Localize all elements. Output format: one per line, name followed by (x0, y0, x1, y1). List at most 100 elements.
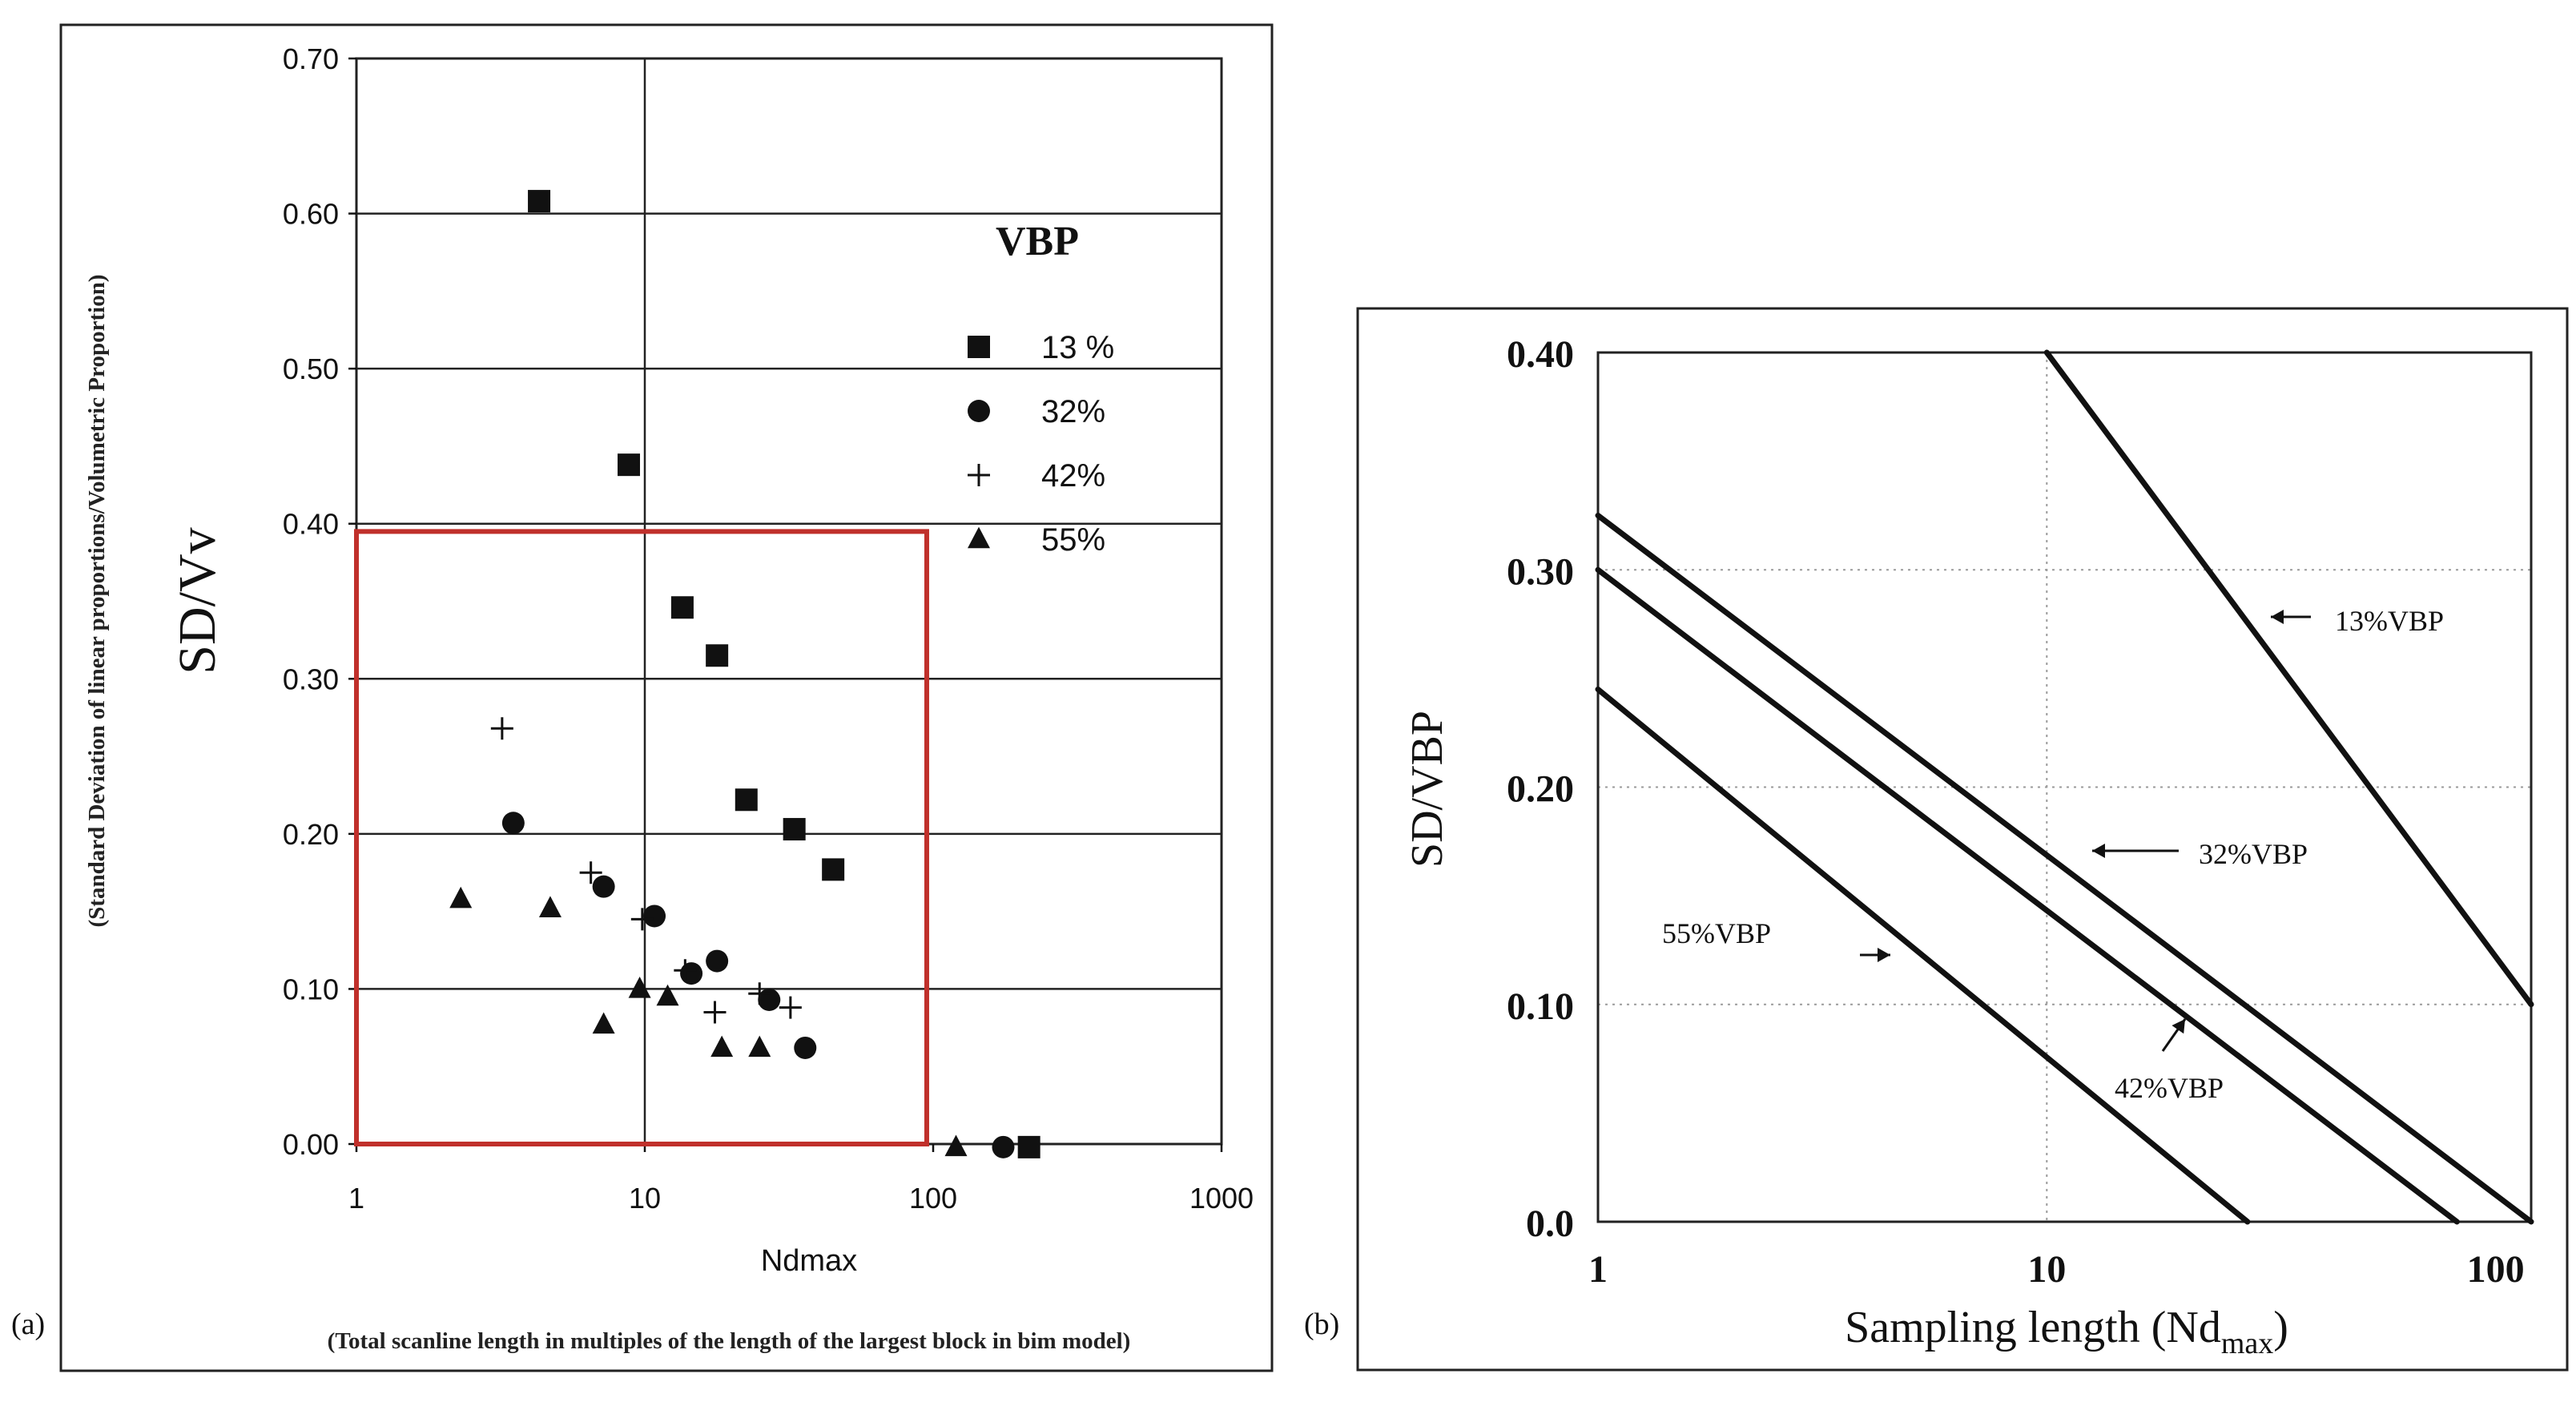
a-point-triangle (944, 1134, 968, 1157)
a-point-plus (779, 996, 802, 1019)
b-axes-box (1596, 351, 2533, 1223)
a-x-tick-label: 100 (909, 1182, 957, 1215)
b-annotation-arrow-head (2171, 1019, 2185, 1034)
a-point-plus (579, 861, 602, 884)
a-point-square (822, 858, 845, 881)
b-x-tick-label: 100 (2467, 1248, 2525, 1291)
a-x-tick-labels: 1 10 100 1000 (348, 1144, 1254, 1215)
a-point-plus (490, 717, 513, 740)
b-gridlines (1598, 353, 2531, 1222)
b-x-axis-title-sub: max (2221, 1327, 2273, 1360)
b-annotations: 13%VBP 32%VBP 42%VBP 55%VBP (1662, 605, 2444, 1104)
a-x-tick-label: 1 (348, 1182, 364, 1215)
a-y-tick-label: 0.10 (283, 973, 339, 1005)
a-y-tick-label: 0.20 (283, 818, 339, 851)
a-point-circle (501, 812, 525, 835)
a-legend-marker-plus (968, 464, 990, 486)
a-point-triangle (656, 984, 679, 1006)
a-point-square (528, 190, 551, 213)
b-y-axis-title: SD/VBP (1403, 711, 1452, 868)
a-x-axis-subtitle: (Total scanline length in multiples of t… (328, 1328, 1131, 1354)
panel-a-frame (59, 23, 1274, 1372)
a-plot-area: 0.000.100.200.300.400.500.600.70 1 10 100 1… (283, 42, 1254, 1215)
b-annotation-arrow-head (2271, 610, 2284, 624)
a-point-square (1017, 1135, 1040, 1158)
panel-a-label: (a) (11, 1307, 45, 1341)
a-legend-items: 13 % 32% 42% 55% (968, 330, 1114, 558)
a-y-tick-label: 0.50 (283, 353, 339, 385)
a-point-triangle (449, 886, 473, 908)
b-x-tick-label: 10 (2027, 1248, 2066, 1291)
a-point-triangle (628, 977, 651, 998)
b-series-line (1595, 512, 2534, 1225)
a-legend-title: VBP (996, 219, 1079, 264)
b-x-tick-label: 1 (1588, 1248, 1608, 1291)
a-point-circle (758, 988, 781, 1011)
a-point-square (783, 818, 806, 841)
a-legend-label: 13 % (1041, 330, 1114, 365)
a-legend-label: 42% (1041, 458, 1105, 494)
a-axes-box (355, 57, 1223, 1146)
a-point-triangle (538, 896, 561, 917)
b-series-line (2043, 349, 2534, 1008)
a-y-tick-label: 0.00 (283, 1128, 339, 1161)
b-label-32: 32%VBP (2199, 838, 2308, 870)
a-point-square (618, 453, 641, 477)
b-y-tick-labels: 0.0 0.10 0.20 0.30 0.40 (1507, 333, 1574, 1245)
b-series-line (1595, 566, 2460, 1225)
a-legend-label: 32% (1041, 394, 1105, 429)
a-point-circle (680, 962, 703, 985)
a-y-tick-label: 0.60 (283, 198, 339, 231)
a-point-circle (706, 949, 729, 973)
panel-b: (b) 0.0 0.10 0.20 0.30 0.40 1 10 100 13%VBP 32%… (1304, 307, 2569, 1372)
a-point-plus (674, 959, 697, 982)
b-y-tick-label: 0.20 (1507, 768, 1574, 811)
a-point-circle (643, 904, 666, 928)
b-y-tick-label: 0.40 (1507, 333, 1574, 376)
a-highlight-box (354, 529, 929, 1146)
panel-a: (a) 0.00 0.10 0.20 0.30 0.40 0.50 0.60 0.70 1 10… (11, 23, 1274, 1372)
a-point-circle (794, 1036, 817, 1059)
b-label-42: 42%VBP (2115, 1072, 2224, 1104)
b-x-axis-title-end: ) (2273, 1303, 2288, 1352)
a-point-circle (992, 1135, 1015, 1158)
a-x-tick-label: 10 (629, 1182, 661, 1215)
a-y-tick-label: 0.30 (283, 663, 339, 695)
b-x-axis-title-main: Sampling length (Nd (1845, 1303, 2221, 1352)
b-annotation-arrow-head (2092, 844, 2105, 858)
a-data-points (449, 190, 1040, 1158)
a-y-tick-labels: 0.00 0.10 0.20 0.30 0.40 0.50 0.60 0.70 (283, 42, 356, 1161)
a-point-triangle (748, 1035, 771, 1058)
panel-b-label: (b) (1304, 1307, 1339, 1341)
a-legend-label: 55% (1041, 522, 1105, 558)
a-legend-marker-triangle (968, 526, 990, 549)
b-plot-area: 0.0 0.10 0.20 0.30 0.40 1 10 100 13%VBP 32%VBP 4… (1507, 333, 2534, 1291)
a-point-plus (630, 908, 654, 931)
b-series-line (1595, 686, 2251, 1225)
b-y-tick-label: 0.0 (1526, 1203, 1574, 1245)
a-y-axis-subtitle: (Standard Deviation of linear proportion… (84, 275, 110, 928)
a-point-triangle (592, 1012, 615, 1034)
b-label-13: 13%VBP (2335, 605, 2444, 637)
a-point-square (706, 644, 729, 667)
a-point-square (670, 596, 694, 619)
panel-b-frame (1356, 307, 2569, 1372)
a-legend-marker-circle (968, 400, 990, 422)
a-point-circle (592, 875, 615, 898)
b-y-tick-label: 0.10 (1507, 985, 1574, 1028)
a-x-tick-label: 1000 (1189, 1182, 1254, 1215)
b-label-55: 55%VBP (1662, 917, 1771, 949)
a-x-axis-title: Ndmax (761, 1244, 857, 1278)
a-point-plus (703, 1001, 727, 1024)
a-legend-marker-square (968, 336, 990, 358)
a-y-tick-label: 0.40 (283, 508, 339, 541)
a-y-axis-title: SD/Vv (168, 527, 227, 674)
a-y-tick-label: 0.70 (283, 42, 339, 75)
b-x-tick-labels: 1 10 100 (1588, 1248, 2525, 1291)
b-annotation-arrow-head (1878, 948, 1890, 962)
b-x-axis-title: Sampling length (Ndmax) (1845, 1303, 2288, 1360)
a-point-triangle (710, 1035, 734, 1058)
b-y-tick-label: 0.30 (1507, 550, 1574, 593)
b-series-lines (1595, 349, 2534, 1225)
